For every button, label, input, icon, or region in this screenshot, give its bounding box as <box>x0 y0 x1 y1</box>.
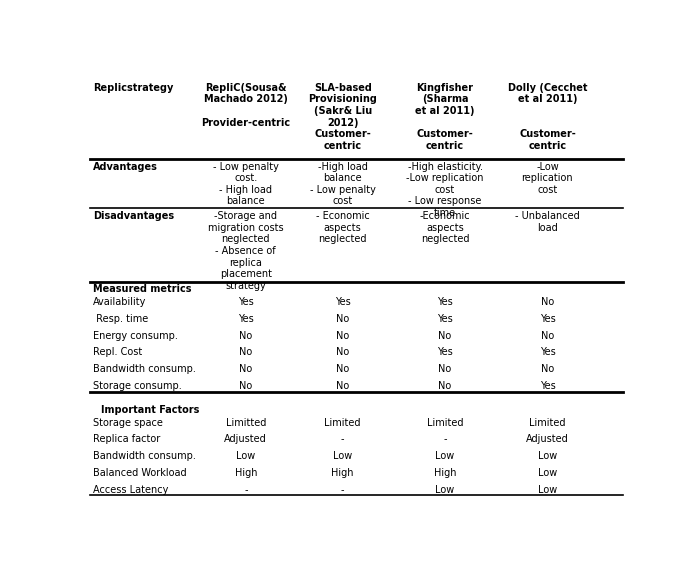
Text: No: No <box>239 365 252 374</box>
Text: Dolly (Cecchet
et al 2011)


Customer-
centric: Dolly (Cecchet et al 2011) Customer- cen… <box>507 83 587 151</box>
Text: Yes: Yes <box>335 297 350 307</box>
Text: -: - <box>244 485 247 495</box>
Text: Replica factor: Replica factor <box>93 435 161 444</box>
Text: No: No <box>336 331 350 340</box>
Text: No: No <box>439 365 452 374</box>
Text: No: No <box>336 314 350 324</box>
Text: Low: Low <box>436 485 455 495</box>
Text: Storage consump.: Storage consump. <box>93 381 182 391</box>
Text: No: No <box>336 347 350 358</box>
Text: Bandwidth consump.: Bandwidth consump. <box>93 451 196 461</box>
Text: -High load
balance
- Low penalty
cost: -High load balance - Low penalty cost <box>310 162 376 206</box>
Text: Yes: Yes <box>238 297 254 307</box>
Text: Low: Low <box>236 451 255 461</box>
Text: - Low penalty
cost.
- High load
balance: - Low penalty cost. - High load balance <box>213 162 279 206</box>
Text: No: No <box>336 381 350 391</box>
Text: Repl. Cost: Repl. Cost <box>93 347 142 358</box>
Text: Limited: Limited <box>325 417 361 428</box>
Text: - Unbalanced
load: - Unbalanced load <box>515 211 580 233</box>
Text: -High elasticity.
-Low replication
cost
- Low response
time: -High elasticity. -Low replication cost … <box>407 162 484 218</box>
Text: Storage space: Storage space <box>93 417 163 428</box>
Text: No: No <box>439 331 452 340</box>
Text: Yes: Yes <box>437 347 453 358</box>
Text: Yes: Yes <box>437 314 453 324</box>
Text: No: No <box>336 365 350 374</box>
Text: Replicstrategy: Replicstrategy <box>93 83 174 93</box>
Text: High: High <box>234 468 257 478</box>
Text: Low: Low <box>333 451 352 461</box>
Text: No: No <box>239 331 252 340</box>
Text: Low: Low <box>538 485 557 495</box>
Text: Advantages: Advantages <box>93 162 158 171</box>
Text: Limitted: Limitted <box>226 417 266 428</box>
Text: Disadvantages: Disadvantages <box>93 211 174 221</box>
Text: Kingfisher
(Sharma
et al 2011)

Customer-
centric: Kingfisher (Sharma et al 2011) Customer-… <box>416 83 475 151</box>
Text: -Storage and
migration costs
neglected
- Absence of
replica
placement
strategy: -Storage and migration costs neglected -… <box>208 211 284 291</box>
Text: Yes: Yes <box>238 314 254 324</box>
Text: Yes: Yes <box>437 297 453 307</box>
Text: High: High <box>434 468 457 478</box>
Text: -Low
replication
cost: -Low replication cost <box>521 162 573 195</box>
Text: Measured metrics: Measured metrics <box>93 284 192 294</box>
Text: -: - <box>443 435 447 444</box>
Text: Adjusted: Adjusted <box>526 435 569 444</box>
Text: -: - <box>341 485 345 495</box>
Text: Adjusted: Adjusted <box>224 435 267 444</box>
Text: SLA-based
Provisioning
(Sakr& Liu
2012)
Customer-
centric: SLA-based Provisioning (Sakr& Liu 2012) … <box>309 83 377 151</box>
Text: Yes: Yes <box>539 314 555 324</box>
Text: No: No <box>239 347 252 358</box>
Text: RepliC(Sousa&
Machado 2012)

Provider-centric: RepliC(Sousa& Machado 2012) Provider-cen… <box>202 83 291 128</box>
Text: Access Latency: Access Latency <box>93 485 169 495</box>
Text: Low: Low <box>436 451 455 461</box>
Text: No: No <box>439 381 452 391</box>
Text: -Economic
aspects
neglected: -Economic aspects neglected <box>420 211 471 244</box>
Text: Yes: Yes <box>539 381 555 391</box>
Text: Resp. time: Resp. time <box>93 314 149 324</box>
Text: Important Factors: Important Factors <box>101 405 199 415</box>
Text: Low: Low <box>538 468 557 478</box>
Text: Low: Low <box>538 451 557 461</box>
Text: Availability: Availability <box>93 297 147 307</box>
Text: Limited: Limited <box>529 417 566 428</box>
Text: Yes: Yes <box>539 347 555 358</box>
Text: Balanced Workload: Balanced Workload <box>93 468 187 478</box>
Text: No: No <box>239 381 252 391</box>
Text: -: - <box>341 435 345 444</box>
Text: No: No <box>541 331 554 340</box>
Text: Limited: Limited <box>427 417 464 428</box>
Text: Energy consump.: Energy consump. <box>93 331 178 340</box>
Text: No: No <box>541 365 554 374</box>
Text: High: High <box>332 468 354 478</box>
Text: No: No <box>541 297 554 307</box>
Text: - Economic
aspects
neglected: - Economic aspects neglected <box>316 211 370 244</box>
Text: Bandwidth consump.: Bandwidth consump. <box>93 365 196 374</box>
